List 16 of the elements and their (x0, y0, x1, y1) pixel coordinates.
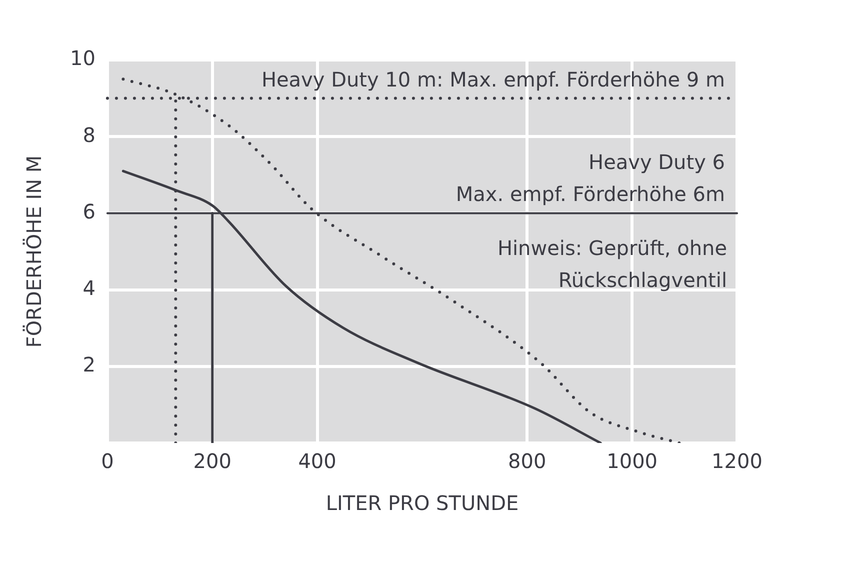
x-tick-label: 0 (101, 449, 114, 474)
y-tick-label: 4 (82, 276, 96, 300)
annotation: Hinweis: Geprüft, ohne Rückschlagventil (497, 236, 727, 292)
x-tick-label: 200 (193, 449, 232, 474)
y-tick-label: 8 (82, 122, 96, 147)
x-tick-label: 1200 (712, 449, 762, 474)
x-tick-label: 800 (508, 449, 546, 474)
y-tick-label: 2 (82, 352, 96, 377)
x-tick-label: 1000 (606, 449, 658, 474)
y-tick-label: 6 (82, 199, 96, 224)
x-tick-label: 400 (298, 449, 336, 474)
y-tick-label: 10 (70, 46, 96, 70)
ref-line-label: Heavy Duty 10 m: Max. empf. Förderhöhe 9 m (261, 67, 725, 92)
x-axis-title: LITER PRO STUNDE (326, 491, 519, 516)
ref-line-label: Heavy Duty 6 Max. empf. Förderhöhe 6m (456, 150, 725, 206)
y-axis-title: FÖRDERHÖHE IN M (22, 155, 46, 348)
